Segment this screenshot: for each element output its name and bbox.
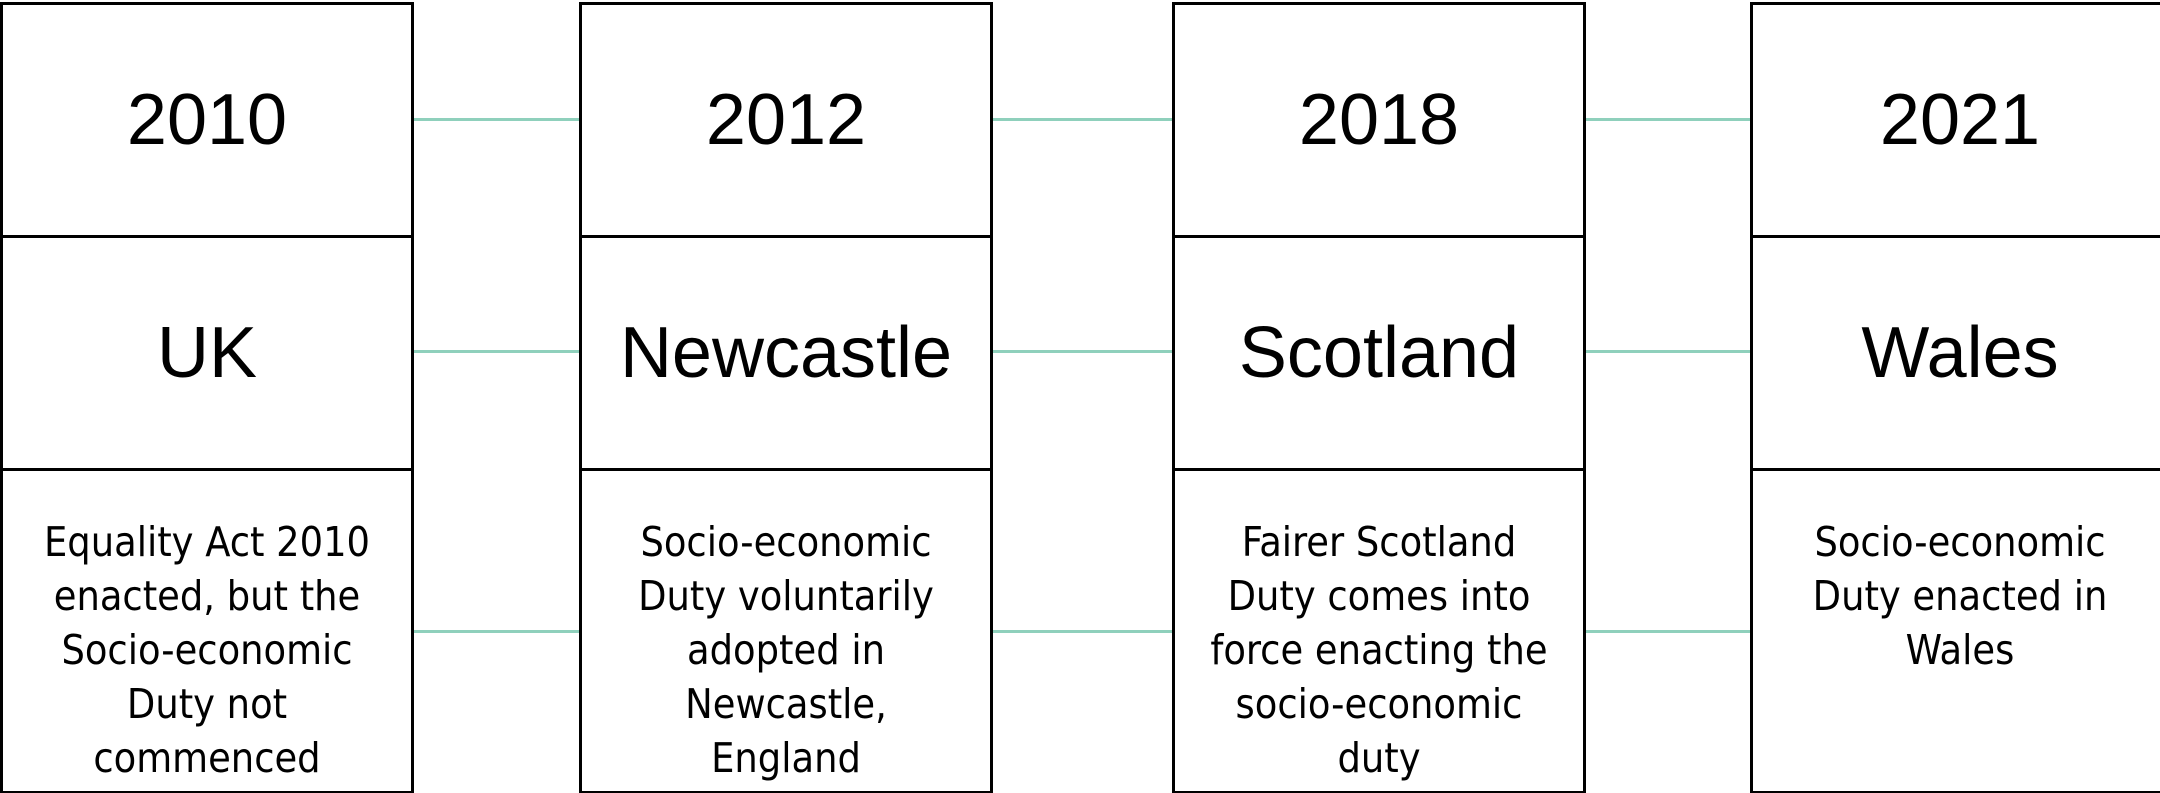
year-cell: 2018 xyxy=(1172,2,1586,238)
connector xyxy=(993,630,1172,633)
description-cell: Fairer Scotland Duty comes into force en… xyxy=(1172,468,1586,793)
connector xyxy=(1586,118,1750,121)
description-cell: Socio-economic Duty enacted in Wales xyxy=(1750,468,2160,793)
description-cell: Equality Act 2010 enacted, but the Socio… xyxy=(0,468,414,793)
connector xyxy=(993,350,1172,353)
timeline-column: 2012 Newcastle Socio-economic Duty volunta… xyxy=(579,2,993,793)
place-cell: Wales xyxy=(1750,235,2160,471)
year-cell: 2012 xyxy=(579,2,993,238)
connector xyxy=(414,118,579,121)
connector xyxy=(1586,350,1750,353)
place-cell: UK xyxy=(0,235,414,471)
connector xyxy=(993,118,1172,121)
timeline-column: 2018 Scotland Fairer Scotland Duty comes i… xyxy=(1172,2,1586,793)
description-cell: Socio-economic Duty voluntarily adopted … xyxy=(579,468,993,793)
connector xyxy=(1586,630,1750,633)
place-cell: Newcastle xyxy=(579,235,993,471)
connector xyxy=(414,350,579,353)
year-cell: 2021 xyxy=(1750,2,2160,238)
year-cell: 2010 xyxy=(0,2,414,238)
connector xyxy=(414,630,579,633)
place-cell: Scotland xyxy=(1172,235,1586,471)
timeline-column: 2010 UK Equality Act 2010 enacted, but the… xyxy=(0,2,414,793)
timeline-column: 2021 Wales Socio-economic Duty enacted in … xyxy=(1750,2,2160,793)
